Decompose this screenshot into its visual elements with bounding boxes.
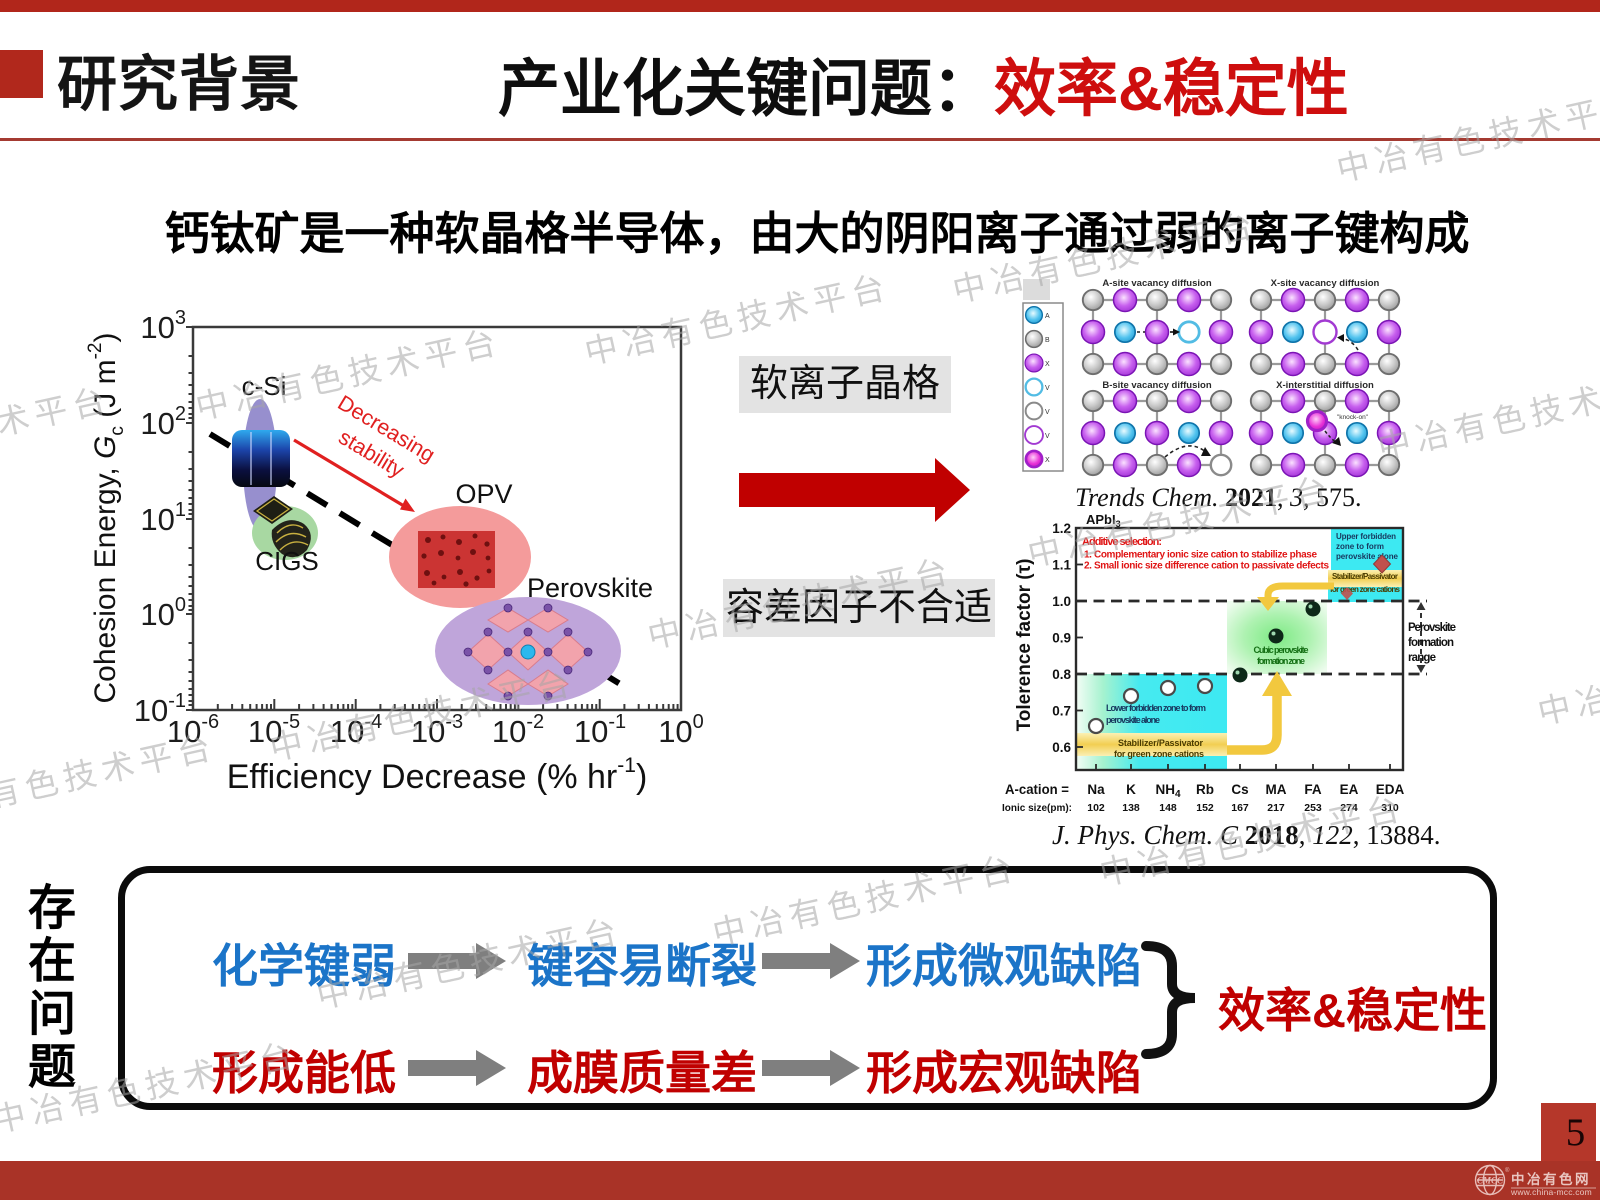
- svg-text:274: 274: [1340, 802, 1358, 814]
- svg-text:for green zone cations: for green zone cations: [1114, 749, 1204, 759]
- svg-text:X-site vacancy diffusion: X-site vacancy diffusion: [1271, 278, 1380, 289]
- svg-text:中冶有色网: 中冶有色网: [1511, 1171, 1591, 1187]
- svg-text:10-6: 10-6: [167, 711, 219, 749]
- svg-text:EDA: EDA: [1376, 782, 1405, 797]
- svg-text:152: 152: [1196, 802, 1214, 814]
- svg-text:A-site vacancy diffusion: A-site vacancy diffusion: [1102, 278, 1211, 289]
- svg-text:V: V: [1045, 385, 1050, 392]
- svg-text:www.china-mcc.com: www.china-mcc.com: [1510, 1187, 1592, 1197]
- svg-text:100: 100: [658, 711, 704, 749]
- svg-text:B-site vacancy diffusion: B-site vacancy diffusion: [1102, 380, 1211, 391]
- svg-text:10-5: 10-5: [248, 711, 300, 749]
- svg-text:Ionic size(pm):: Ionic size(pm):: [1002, 802, 1072, 814]
- svg-text:103: 103: [140, 307, 186, 345]
- svg-text:10-3: 10-3: [411, 711, 463, 749]
- svg-text:formation: formation: [1408, 637, 1454, 649]
- svg-text:Lower forbidden zone to form: Lower forbidden zone to form: [1106, 703, 1206, 713]
- svg-text:Perovskite: Perovskite: [527, 573, 653, 603]
- svg-text:148: 148: [1159, 802, 1177, 814]
- svg-text:range: range: [1408, 652, 1436, 664]
- svg-text:10-2: 10-2: [492, 711, 544, 749]
- svg-text:0.7: 0.7: [1052, 704, 1071, 719]
- svg-text:101: 101: [140, 499, 186, 537]
- svg-text:217: 217: [1267, 802, 1285, 814]
- svg-text:FA: FA: [1304, 782, 1322, 797]
- svg-text:X-interstitial diffusion: X-interstitial diffusion: [1276, 380, 1374, 391]
- svg-text:Perovskite: Perovskite: [1408, 622, 1456, 634]
- svg-text:0.8: 0.8: [1052, 667, 1071, 682]
- svg-text:1. Complementary ionic size: 1. Complementary ionic size cation to st…: [1084, 550, 1317, 561]
- svg-text:100: 100: [140, 594, 186, 632]
- svg-text:Stabilizer/Passivator: Stabilizer/Passivator: [1118, 738, 1203, 748]
- svg-text:Efficiency Decrease (% hr-1): Efficiency Decrease (% hr-1): [227, 754, 648, 796]
- svg-text:for green zone cations: for green zone cations: [1330, 585, 1401, 594]
- svg-text:CIGS: CIGS: [255, 546, 319, 576]
- svg-text:Stabilizer/Passivator: Stabilizer/Passivator: [1332, 572, 1398, 581]
- svg-text:A-cation =: A-cation =: [1005, 782, 1069, 797]
- svg-text:Tolerence factor (τ): Tolerence factor (τ): [1014, 559, 1035, 732]
- svg-text:102: 102: [1087, 802, 1105, 814]
- svg-text:1.0: 1.0: [1052, 594, 1071, 609]
- svg-text:167: 167: [1231, 802, 1249, 814]
- svg-text:APbI3: APbI3: [1086, 512, 1121, 529]
- svg-text:2. Small ionic size differen: 2. Small ionic size difference cation to…: [1084, 561, 1329, 572]
- svg-text:138: 138: [1122, 802, 1140, 814]
- svg-text:X: X: [1045, 457, 1050, 464]
- svg-text:perovskite alone: perovskite alone: [1106, 715, 1160, 725]
- svg-text:zone to form: zone to form: [1336, 542, 1384, 551]
- svg-text:0.9: 0.9: [1052, 631, 1071, 646]
- svg-text:1.1: 1.1: [1052, 558, 1071, 573]
- svg-text:102: 102: [140, 403, 186, 441]
- svg-text:K: K: [1126, 782, 1136, 797]
- svg-text:B: B: [1045, 337, 1050, 344]
- svg-text:X: X: [1045, 361, 1050, 368]
- svg-text:Upper forbidden: Upper forbidden: [1336, 532, 1396, 541]
- svg-text:10-1: 10-1: [574, 711, 626, 749]
- svg-text:Na: Na: [1087, 782, 1105, 797]
- svg-text:®: ®: [1505, 1167, 1510, 1174]
- svg-text:perovskite alone: perovskite alone: [1336, 552, 1399, 561]
- svg-text:Cubic perovskite: Cubic perovskite: [1254, 645, 1309, 655]
- svg-text:10-4: 10-4: [330, 711, 382, 749]
- svg-text:A: A: [1045, 313, 1050, 320]
- svg-text:310: 310: [1381, 802, 1399, 814]
- svg-text:253: 253: [1304, 802, 1322, 814]
- svg-text:V: V: [1045, 409, 1050, 416]
- svg-text:NH4: NH4: [1155, 782, 1181, 800]
- svg-text:CMCC: CMCC: [1477, 1176, 1504, 1186]
- svg-text:formation zone: formation zone: [1257, 656, 1305, 666]
- svg-text:OPV: OPV: [455, 479, 512, 509]
- svg-text:Cohesion Energy, Gc (J m-2): Cohesion Energy, Gc (J m-2): [85, 333, 128, 704]
- svg-text:V: V: [1045, 433, 1050, 440]
- svg-text:"knock-on": "knock-on": [1337, 414, 1369, 421]
- svg-text:Rb: Rb: [1196, 782, 1214, 797]
- svg-text:1.2: 1.2: [1052, 521, 1071, 536]
- svg-text:c-Si: c-Si: [242, 371, 287, 401]
- svg-text:0.6: 0.6: [1052, 740, 1071, 755]
- svg-text:Cs: Cs: [1231, 782, 1248, 797]
- svg-text:Additive selection:: Additive selection:: [1082, 536, 1162, 548]
- svg-text:MA: MA: [1266, 782, 1287, 797]
- svg-text:EA: EA: [1340, 782, 1359, 797]
